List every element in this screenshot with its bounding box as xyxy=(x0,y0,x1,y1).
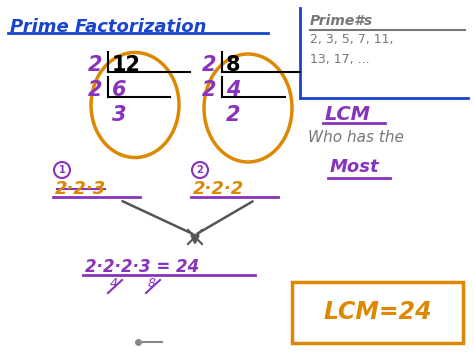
Text: 1: 1 xyxy=(59,165,65,175)
Text: Who has the: Who has the xyxy=(308,130,404,145)
Text: 8: 8 xyxy=(148,277,156,290)
Text: Prime Factorization: Prime Factorization xyxy=(10,18,207,36)
Text: 2: 2 xyxy=(197,165,203,175)
Text: 2: 2 xyxy=(202,80,217,100)
Text: 2, 3, 5, 7, 11,: 2, 3, 5, 7, 11, xyxy=(310,33,393,46)
Text: 3: 3 xyxy=(112,105,127,125)
Circle shape xyxy=(192,162,208,178)
Text: 2: 2 xyxy=(88,80,102,100)
Text: 4: 4 xyxy=(226,80,240,100)
Text: 13, 17, ...: 13, 17, ... xyxy=(310,53,370,66)
Text: Prime#s: Prime#s xyxy=(310,14,373,28)
Circle shape xyxy=(54,162,70,178)
Text: 2: 2 xyxy=(202,55,217,75)
Text: 2·2·3: 2·2·3 xyxy=(55,180,106,198)
Text: LCM=24: LCM=24 xyxy=(324,300,432,324)
Text: 2·2·2·3 = 24: 2·2·2·3 = 24 xyxy=(85,258,199,276)
Text: 2·2·2: 2·2·2 xyxy=(193,180,244,198)
Text: 4: 4 xyxy=(110,277,118,290)
Text: Most: Most xyxy=(330,158,380,176)
Text: LCM: LCM xyxy=(325,105,371,124)
Text: 2: 2 xyxy=(88,55,102,75)
FancyBboxPatch shape xyxy=(292,282,463,343)
Text: 6: 6 xyxy=(112,80,127,100)
Text: 12: 12 xyxy=(112,55,141,75)
Text: 8: 8 xyxy=(226,55,240,75)
Text: 2: 2 xyxy=(226,105,240,125)
